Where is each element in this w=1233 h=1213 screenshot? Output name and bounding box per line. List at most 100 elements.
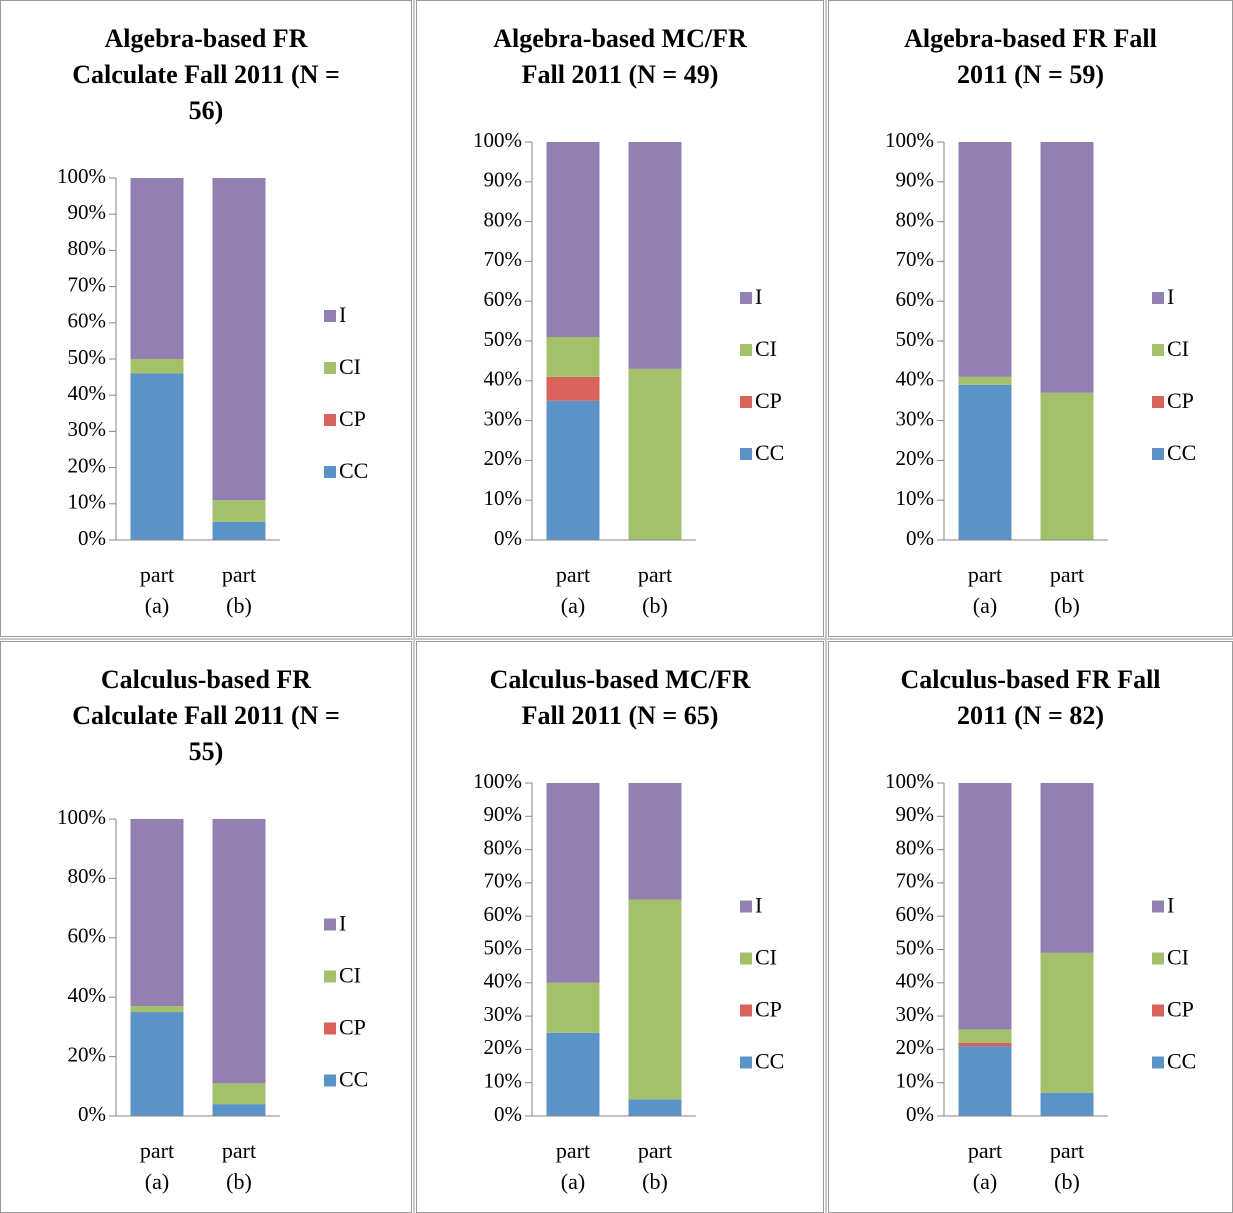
chart-cell: 0% 10% 20% 30% 40% 50% 60% 70% 80% 90% 100% part (a)…: [0, 0, 414, 639]
y-tick-label: 80%: [484, 207, 523, 231]
bar-segment: [628, 899, 682, 1100]
legend-label: I: [339, 911, 346, 936]
bar-segment: [130, 373, 184, 540]
y-tick-label: 40%: [896, 969, 935, 993]
legend-swatch: [740, 900, 752, 913]
legend-label: CC: [755, 440, 784, 465]
y-tick-label: 90%: [484, 168, 523, 192]
legend-swatch: [324, 466, 336, 478]
legend-label: CP: [1167, 997, 1194, 1022]
legend-label: CP: [339, 406, 366, 431]
bar-segment: [628, 368, 682, 540]
y-tick-label: 30%: [896, 406, 935, 430]
y-tick-label: 50%: [484, 935, 523, 959]
y-tick-label: 80%: [896, 835, 935, 859]
y-tick-label: 100%: [57, 805, 106, 829]
y-tick-label: 90%: [68, 200, 107, 224]
bar-segment: [546, 783, 600, 983]
legend-label: CC: [755, 1049, 784, 1074]
y-tick-label: 20%: [896, 446, 935, 470]
bar-segment: [958, 1029, 1012, 1043]
legend-swatch: [324, 970, 336, 983]
legend-swatch: [324, 310, 336, 322]
y-tick-label: 60%: [68, 924, 107, 948]
chart-cell: 0% 20% 40% 60% 80% 100% part (a) part (b) I CI CP CC C…: [0, 639, 414, 1213]
x-tick-label: part (a): [556, 1138, 590, 1194]
x-tick-label: part (a): [968, 1138, 1002, 1194]
y-tick-label: 20%: [68, 453, 107, 477]
bar-segment: [958, 1042, 1012, 1047]
y-tick-label: 30%: [484, 1002, 523, 1026]
y-tick-label: 0%: [78, 526, 106, 550]
legend-swatch: [740, 1004, 752, 1017]
bar-segment: [130, 359, 184, 374]
legend-swatch: [740, 952, 752, 965]
legend-label: CI: [755, 945, 777, 970]
legend-swatch: [740, 344, 752, 356]
legend-label: CI: [339, 963, 361, 988]
bar-segment: [1040, 142, 1094, 393]
x-tick-label: part (b): [1050, 1138, 1084, 1194]
y-tick-label: 60%: [484, 902, 523, 926]
legend-label: CI: [339, 354, 361, 379]
x-tick-label: part (b): [1050, 562, 1084, 618]
legend-label: I: [755, 284, 762, 309]
y-tick-label: 90%: [896, 802, 935, 826]
y-tick-label: 20%: [68, 1042, 107, 1066]
chart: 0% 10% 20% 30% 40% 50% 60% 70% 80% 90% 100% part (a)…: [885, 128, 1196, 618]
x-tick-label: part (a): [968, 562, 1002, 618]
bar-segment: [1040, 783, 1094, 953]
legend-swatch: [1152, 292, 1164, 304]
legend-label: I: [755, 893, 762, 918]
legend-swatch: [324, 414, 336, 426]
bar-segment: [130, 1012, 184, 1116]
x-tick-label: part (a): [140, 1138, 174, 1194]
y-tick-label: 10%: [896, 1069, 935, 1093]
legend-label: I: [1167, 893, 1174, 918]
y-tick-label: 60%: [896, 902, 935, 926]
y-tick-label: 10%: [484, 486, 523, 510]
y-tick-label: 0%: [906, 526, 934, 550]
bar-segment: [1040, 952, 1094, 1093]
legend-label: CC: [339, 458, 368, 483]
y-tick-label: 50%: [896, 935, 935, 959]
chart-title: Algebra-based FR Calculate Fall 2011 (N …: [72, 24, 340, 125]
y-tick-label: 50%: [484, 327, 523, 351]
bar-segment: [958, 376, 1012, 385]
y-tick-label: 40%: [484, 367, 523, 391]
y-tick-label: 10%: [896, 486, 935, 510]
y-tick-label: 40%: [68, 983, 107, 1007]
y-tick-label: 70%: [68, 272, 107, 296]
bar-segment: [212, 1104, 266, 1116]
bar-segment: [1040, 392, 1094, 540]
y-tick-label: 100%: [885, 769, 934, 793]
bar-segment: [212, 819, 266, 1084]
legend-swatch: [740, 448, 752, 460]
bar-segment: [628, 142, 682, 369]
legend-swatch: [740, 1056, 752, 1069]
legend-swatch: [324, 1022, 336, 1035]
legend-label: CC: [1167, 440, 1196, 465]
chart-title: Calculus-based FR Calculate Fall 2011 (N…: [72, 665, 340, 766]
chart: 0% 10% 20% 30% 40% 50% 60% 70% 80% 90% 100% part (a)…: [885, 769, 1196, 1194]
bar-segment: [212, 178, 266, 501]
chart-cell: 0% 10% 20% 30% 40% 50% 60% 70% 80% 90% 100% part (a)…: [414, 639, 826, 1213]
legend-label: CI: [1167, 336, 1189, 361]
bar-segment: [546, 400, 600, 540]
bar-segment: [958, 142, 1012, 377]
legend-swatch: [1152, 952, 1164, 965]
legend-swatch: [324, 1074, 336, 1087]
bar-segment: [958, 384, 1012, 540]
legend-label: CC: [1167, 1049, 1196, 1074]
bar-segment: [130, 819, 184, 1007]
bar-segment: [628, 1099, 682, 1116]
chart-title: Calculus-based FR Fall 2011 (N = 82): [900, 665, 1161, 730]
bar-segment: [212, 500, 266, 522]
legend-label: CP: [755, 997, 782, 1022]
chart-title: Algebra-based FR Fall 2011 (N = 59): [904, 24, 1157, 89]
chart-cell: 0% 10% 20% 30% 40% 50% 60% 70% 80% 90% 100% part (a)…: [826, 0, 1233, 639]
legend-label: CC: [339, 1067, 368, 1092]
y-tick-label: 30%: [68, 417, 107, 441]
y-tick-label: 70%: [896, 869, 935, 893]
